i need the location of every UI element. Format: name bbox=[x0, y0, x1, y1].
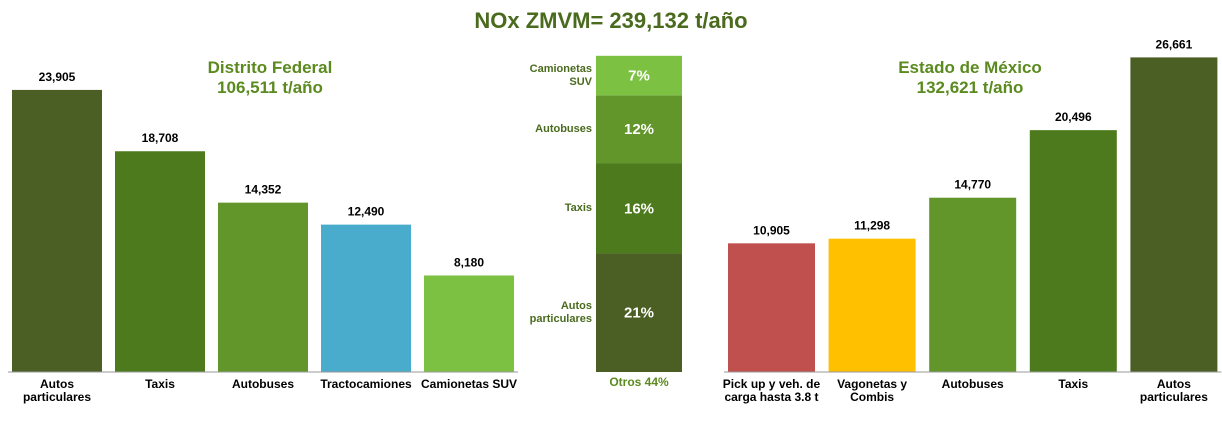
bar bbox=[728, 243, 815, 372]
main-title: NOx ZMVM= 239,132 t/año bbox=[474, 8, 748, 33]
segment bbox=[596, 95, 682, 164]
chart-title: Estado de México bbox=[898, 58, 1042, 77]
value-label: 8,180 bbox=[454, 255, 484, 269]
value-label: 23,905 bbox=[39, 70, 76, 84]
value-label: 14,352 bbox=[245, 183, 282, 197]
bar bbox=[424, 275, 514, 372]
segment-label: 16% bbox=[624, 200, 654, 217]
value-label: 12,490 bbox=[348, 205, 385, 219]
bar bbox=[1029, 130, 1117, 372]
x-tick-label: Vagonetas y Combis bbox=[837, 377, 908, 404]
bar bbox=[218, 202, 308, 372]
bar bbox=[828, 238, 916, 372]
segment-label: 12% bbox=[624, 121, 654, 138]
segment bbox=[596, 55, 682, 96]
x-tick-label: Autos particulares bbox=[22, 377, 92, 404]
bar bbox=[929, 197, 1017, 372]
x-tick-label: Autobuses bbox=[941, 377, 1004, 391]
segment-name: Camionetas SUV bbox=[529, 62, 592, 88]
bar bbox=[1130, 57, 1218, 372]
value-label: 10,905 bbox=[753, 223, 790, 237]
bar bbox=[115, 151, 205, 372]
chart-subtitle: 106,511 t/año bbox=[217, 78, 323, 97]
value-label: 18,708 bbox=[142, 131, 179, 145]
x-tick-label: Tractocamiones bbox=[320, 377, 412, 391]
chart-subtitle: 132,621 t/año bbox=[916, 78, 1024, 97]
segment bbox=[596, 163, 682, 254]
value-label: 20,496 bbox=[1055, 110, 1092, 124]
bar bbox=[321, 224, 411, 372]
segment-label: 7% bbox=[628, 68, 650, 85]
x-tick-label: Autos particulares bbox=[1139, 377, 1208, 404]
annotation: Otros 44% bbox=[609, 375, 669, 389]
x-tick-label: Autobuses bbox=[231, 377, 294, 391]
x-tick-label: Taxis bbox=[145, 377, 175, 391]
x-tick-label: Taxis bbox=[1058, 377, 1089, 391]
value-label: 26,661 bbox=[1156, 37, 1193, 51]
segment-name: Autobuses bbox=[535, 122, 592, 135]
value-label: 14,770 bbox=[954, 178, 991, 192]
segment-name: Autos particulares bbox=[529, 299, 592, 325]
x-tick-label: Camionetas SUV bbox=[420, 377, 518, 391]
segment bbox=[596, 253, 682, 372]
segment-label: 21% bbox=[624, 305, 654, 322]
bar bbox=[12, 89, 102, 373]
x-tick-label: Pick up y veh. de carga hasta 3.8 t bbox=[722, 377, 821, 404]
value-label: 11,298 bbox=[854, 219, 890, 233]
chart-title: Distrito Federal bbox=[207, 58, 333, 77]
segment-name: Taxis bbox=[564, 201, 592, 214]
